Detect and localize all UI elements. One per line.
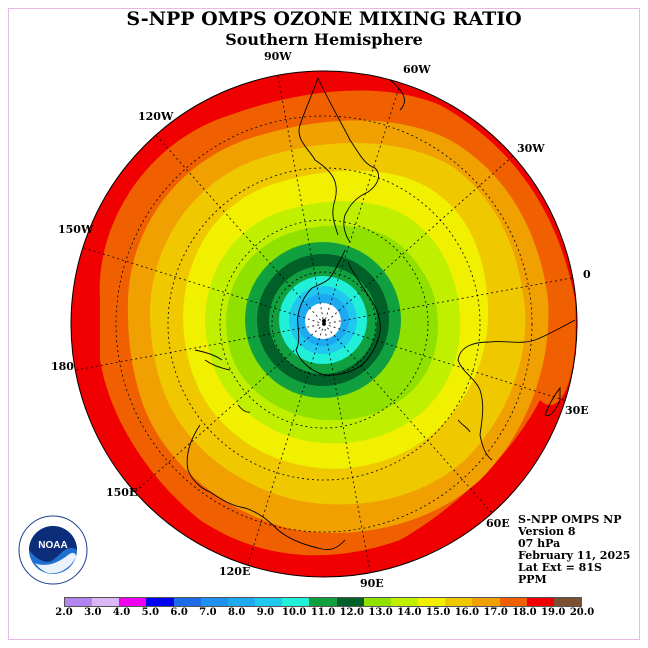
- lon-label-90w: 90W: [264, 50, 292, 63]
- colorbar-tick-label: 18.0: [512, 607, 537, 618]
- colorbar-swatch: [336, 598, 364, 606]
- lon-label-90e: 90E: [360, 577, 384, 590]
- pressure-level: 07 hPa: [518, 537, 561, 550]
- new-zealand: [194, 349, 231, 371]
- noaa-logo: NOAA: [18, 515, 88, 585]
- lon-label-0: 0: [583, 268, 591, 281]
- lon-label-150w: 150W: [58, 223, 94, 236]
- colorbar-tick-labels: 2.0 3.0 4.0 5.0 6.0 7.0 8.0 9.0 10.0 11.0 12.0 13.0…: [55, 607, 594, 619]
- observation-date: February 11, 2025: [518, 549, 631, 562]
- colorbar-swatch: [92, 598, 120, 606]
- colorbar-tick-label: 17.0: [483, 607, 508, 618]
- colorbar-tick-label: 9.0: [256, 607, 275, 618]
- plot-frame: [8, 8, 640, 640]
- colorbar: [64, 597, 582, 607]
- colorbar-swatch: [173, 598, 201, 606]
- africa-coast: [457, 319, 576, 461]
- colorbar-tick-label: 16.0: [454, 607, 480, 618]
- colorbar-swatch: [390, 598, 419, 606]
- lon-label-150e: 150E: [106, 486, 138, 499]
- lon-label-60e: 60E: [486, 517, 510, 530]
- tasmania: [237, 404, 251, 413]
- colorbar-swatch: [255, 598, 283, 606]
- kerguelen: [457, 419, 471, 433]
- product-name: S-NPP OMPS NP: [518, 513, 622, 526]
- product-version: Version 8: [518, 525, 576, 538]
- colorbar-swatch: [472, 598, 500, 606]
- lon-label-180: 180: [51, 360, 74, 373]
- lon-label-30e: 30E: [565, 404, 589, 417]
- ozone-contour-fill: [71, 71, 577, 577]
- units-label: PPM: [518, 573, 547, 586]
- australia-coast: [186, 424, 346, 551]
- antarctic-peninsula: [295, 249, 381, 376]
- page-subtitle: Southern Hemisphere: [225, 30, 423, 49]
- colorbar-swatch: [282, 598, 310, 606]
- colorbar-swatch: [119, 598, 147, 606]
- latitude-extent: Lat Ext = 81S: [518, 561, 602, 574]
- south-america-coast: [298, 77, 405, 243]
- colorbar-tick-label: 14.0: [397, 607, 422, 618]
- colorbar-swatch: [363, 598, 391, 606]
- lon-label-60w: 60W: [403, 63, 431, 76]
- colorbar-swatch: [445, 598, 473, 606]
- colorbar-tick-label: 2.0: [55, 607, 73, 618]
- colorbar-swatch: [553, 598, 581, 606]
- south-pole-marker: [322, 319, 326, 323]
- colorbar-tick-label: 3.0: [84, 607, 102, 618]
- lon-label-30w: 30W: [517, 142, 545, 155]
- colorbar-swatch: [200, 598, 228, 606]
- colorbar-swatch: [418, 598, 446, 606]
- lon-label-120w: 120W: [138, 110, 174, 123]
- colorbar-swatch: [65, 598, 93, 606]
- colorbar-tick-label: 20.0: [569, 607, 595, 618]
- madagascar: [544, 386, 561, 417]
- colorbar-tick-label: 10.0: [282, 607, 307, 618]
- noaa-logo-text: NOAA: [38, 540, 67, 551]
- colorbar-tick-label: 15.0: [425, 607, 451, 618]
- lon-label-120e: 120E: [219, 565, 251, 578]
- colorbar-swatch: [499, 598, 527, 606]
- coastlines: [186, 77, 576, 551]
- colorbar-tick-label: 6.0: [170, 607, 188, 618]
- map-boundary-circle: [70, 70, 578, 578]
- metadata-block: S-NPP OMPS NP Version 8 07 hPa February …: [518, 514, 630, 586]
- colorbar-tick-label: 13.0: [368, 607, 393, 618]
- colorbar-swatch: [309, 598, 337, 606]
- colorbar-tick-label: 5.0: [141, 607, 160, 618]
- colorbar-tick-label: 8.0: [227, 607, 246, 618]
- colorbar-swatch: [146, 598, 174, 606]
- graticule: [71, 71, 577, 577]
- colorbar-tick-label: 19.0: [541, 607, 566, 618]
- colorbar-swatch: [227, 598, 256, 606]
- colorbar-swatch: [526, 598, 554, 606]
- colorbar-tick-label: 4.0: [112, 607, 131, 618]
- page-title: S-NPP OMPS OZONE MIXING RATIO: [126, 8, 522, 30]
- colorbar-tick-label: 11.0: [310, 607, 336, 618]
- colorbar-tick-label: 7.0: [199, 607, 217, 618]
- colorbar-tick-label: 12.0: [339, 607, 364, 618]
